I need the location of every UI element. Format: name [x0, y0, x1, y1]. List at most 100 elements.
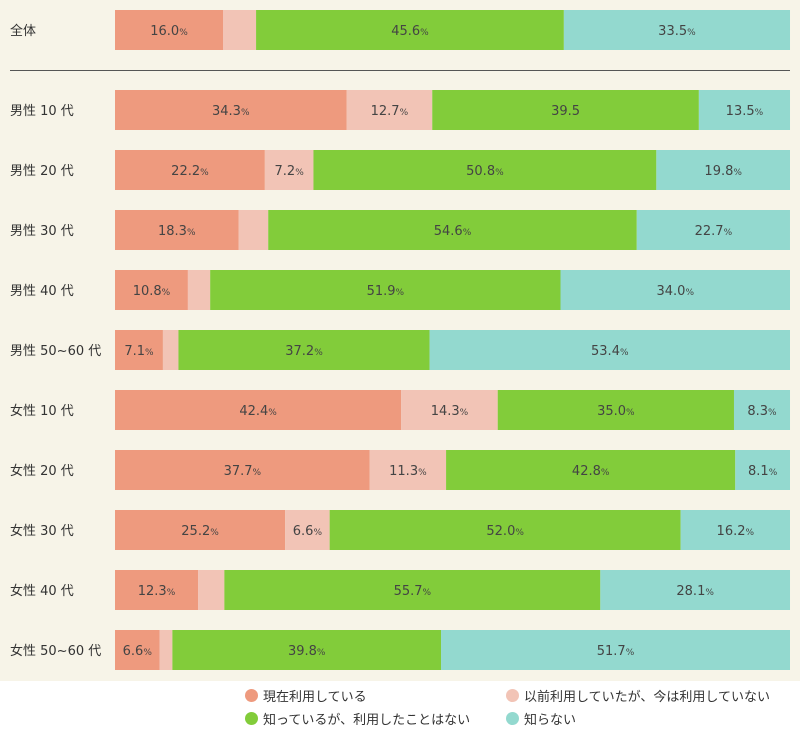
legend-swatch: [506, 689, 519, 702]
legend-label: 知っているが、利用したことはない: [263, 713, 471, 728]
data-label-unit: %: [705, 588, 714, 598]
data-label: 37.2%: [285, 344, 323, 359]
stacked-bar-chart: 全体 16.0% 45.6% 33.5%男性 10 代 34.3% 12.7% 39.5 13…: [10, 10, 791, 670]
data-label: 55.7%: [394, 584, 432, 599]
data-label-value: 45.6: [391, 24, 420, 39]
data-label: 7.2%: [275, 164, 305, 179]
data-label-unit: %: [769, 468, 778, 478]
data-label-value: 14.3: [431, 404, 460, 419]
data-label-unit: %: [768, 408, 777, 418]
bar-segment: [733, 390, 791, 430]
data-label-value: 42.4: [239, 404, 268, 419]
data-label-unit: %: [314, 348, 323, 358]
bar-segment: [329, 510, 681, 550]
bar-segment: [115, 450, 370, 490]
legend: 現在利用している 以前利用していたが、今は利用していない知っているが、利用したこと…: [0, 681, 800, 734]
legend-label: 知らない: [524, 713, 577, 728]
bar-segment: [187, 270, 211, 310]
bar-segment: [210, 270, 561, 310]
category-label: 女性 40 代: [10, 583, 74, 599]
bar-segment: [115, 10, 223, 50]
data-label: 42.8%: [572, 464, 610, 479]
data-label: 42.4%: [239, 404, 277, 419]
bar-segment: [268, 210, 637, 250]
legend-label: 以前利用していたが、今は利用していない: [524, 690, 770, 705]
data-label-unit: %: [241, 108, 250, 118]
data-label-value: 12.3: [138, 584, 167, 599]
legend-swatch: [245, 689, 258, 702]
bar-segment: [115, 510, 286, 550]
bar-segment: [115, 210, 239, 250]
bar-segment: [115, 630, 160, 670]
category-label: 男性 10 代: [10, 104, 74, 119]
data-label-value: 37.2: [285, 344, 314, 359]
data-label-value: 33.5: [658, 24, 687, 39]
bar-segment: [162, 330, 179, 370]
data-label-unit: %: [295, 168, 304, 178]
bar-segment: [636, 210, 790, 250]
data-label-value: 34.3: [212, 104, 241, 119]
data-label: 34.3%: [212, 104, 250, 119]
data-label-value: 16.0: [150, 24, 179, 39]
bar-segment: [560, 270, 790, 310]
data-label-unit: %: [268, 408, 277, 418]
category-label: 男性 50~60 代: [10, 344, 101, 359]
category-label: 男性 40 代: [10, 284, 74, 299]
category-label: 全体: [10, 23, 36, 39]
data-label-value: 6.6: [123, 644, 144, 659]
data-label-unit: %: [755, 108, 764, 118]
data-label-unit: %: [400, 108, 409, 118]
data-label: 14.3%: [431, 404, 469, 419]
data-label-value: 52.0: [486, 524, 515, 539]
data-label-value: 39.5: [551, 104, 580, 119]
data-label-unit: %: [463, 228, 472, 238]
data-label-unit: %: [143, 648, 152, 658]
data-label-value: 55.7: [394, 584, 423, 599]
data-label-value: 13.5: [726, 104, 755, 119]
bar-segment: [115, 90, 347, 130]
bar-segment: [285, 510, 330, 550]
legend-item: 現在利用している: [245, 686, 367, 705]
data-label-unit: %: [626, 648, 635, 658]
data-label: 39.8%: [288, 644, 326, 659]
chart-area: 全体 16.0% 45.6% 33.5% 男性 10 代 34.3% 12.7% 39.5 13…: [0, 0, 800, 681]
data-label: 45.6%: [391, 24, 429, 39]
category-label: 男性 30 代: [10, 224, 74, 239]
data-label-unit: %: [685, 288, 694, 298]
legend-label: 現在利用している: [263, 690, 367, 705]
data-label: 51.7%: [597, 644, 635, 659]
data-label-unit: %: [210, 528, 219, 538]
bar-segment: [178, 330, 430, 370]
data-label-value: 11.3: [389, 464, 418, 479]
data-label-value: 50.8: [466, 164, 495, 179]
bar-segment: [401, 390, 498, 430]
data-label: 51.9%: [367, 284, 405, 299]
bar-segment: [680, 510, 790, 550]
data-label: 6.6%: [123, 644, 153, 659]
bar-segment: [563, 10, 791, 50]
bar-segment: [115, 570, 199, 610]
data-label: 25.2%: [181, 524, 219, 539]
data-label-unit: %: [733, 168, 742, 178]
data-label-value: 6.6: [293, 524, 314, 539]
bar-segment: [446, 450, 736, 490]
bar-segment: [441, 630, 790, 670]
data-label-unit: %: [515, 528, 524, 538]
data-label-value: 16.2: [717, 524, 746, 539]
category-label: 女性 50~60 代: [10, 643, 101, 659]
bar-segment: [223, 10, 257, 50]
data-label-unit: %: [253, 468, 262, 478]
data-label-unit: %: [724, 228, 733, 238]
data-label-value: 22.7: [695, 224, 724, 239]
data-label: 16.0%: [150, 24, 188, 39]
data-label-unit: %: [495, 168, 504, 178]
data-label-value: 12.7: [371, 104, 400, 119]
bar-segment: [264, 150, 314, 190]
data-label: 28.1%: [676, 584, 714, 599]
category-label: 男性 20 代: [10, 164, 74, 179]
data-label-value: 51.7: [597, 644, 626, 659]
data-label: 22.2%: [171, 164, 209, 179]
data-label-value: 19.8: [704, 164, 733, 179]
data-label: 13.5%: [726, 104, 764, 119]
data-label-value: 51.9: [367, 284, 396, 299]
